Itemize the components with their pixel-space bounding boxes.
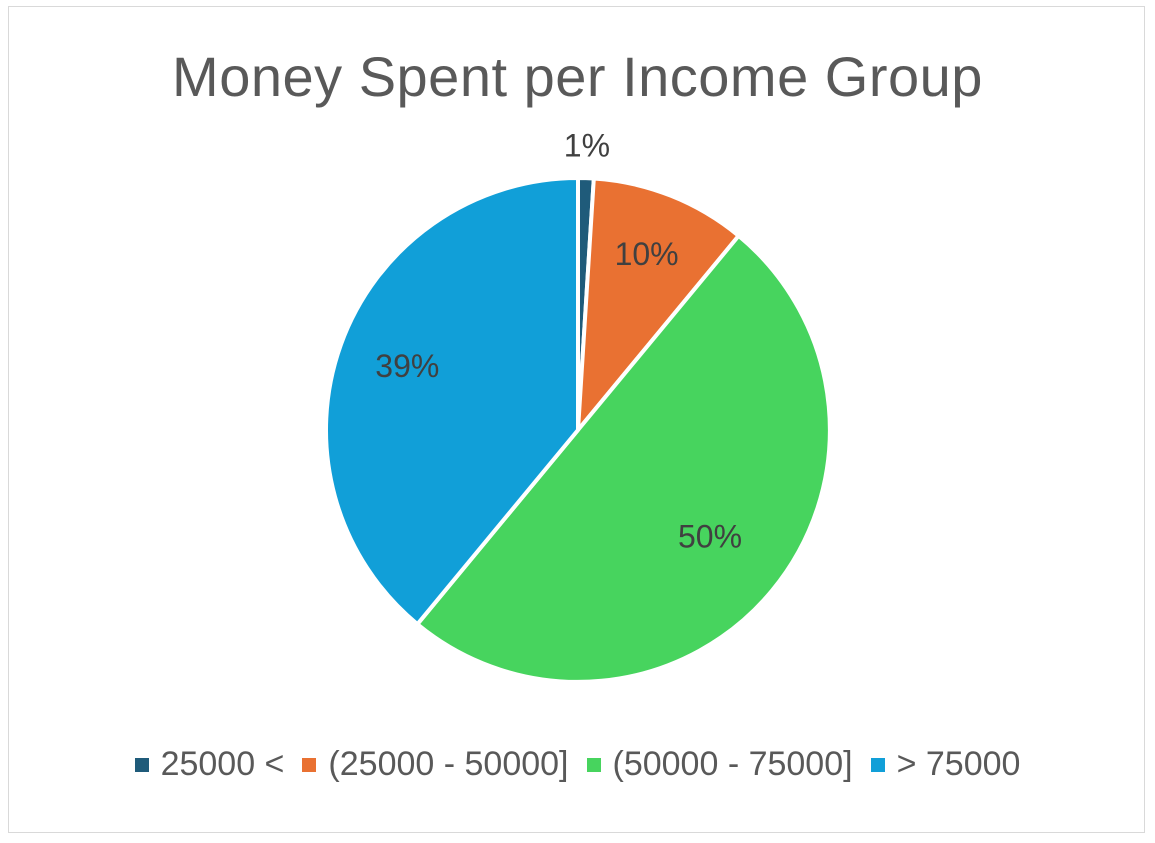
chart-title: Money Spent per Income Group [172,45,983,108]
legend-label-3: (50000 - 75000] [612,745,853,783]
legend-label-2: (25000 - 50000] [328,745,569,783]
legend-item-1: 25000 < [134,745,285,784]
legend-item-3: (50000 - 75000] [586,745,853,784]
legend-swatch-2 [302,757,317,772]
legend-item-2: (25000 - 50000] [302,745,569,784]
legend-swatch-1 [134,757,149,772]
data-label-4: 39% [375,348,439,384]
data-label-2: 10% [615,236,679,272]
pie-slice-3 [415,233,832,684]
data-label-3: 50% [678,519,742,555]
legend-swatch-4 [870,757,885,772]
legend-swatch-3 [586,757,601,772]
pie-slice-4 [324,176,580,627]
data-label-1: 1% [564,127,610,163]
legend-label-4: > 75000 [896,745,1021,783]
legend: 25000 < (25000 - 50000] (50000 - 75000] … [0,745,1155,784]
legend-label-1: 25000 < [160,745,285,783]
legend-item-4: > 75000 [870,745,1021,784]
pie-slice-2 [576,176,741,432]
